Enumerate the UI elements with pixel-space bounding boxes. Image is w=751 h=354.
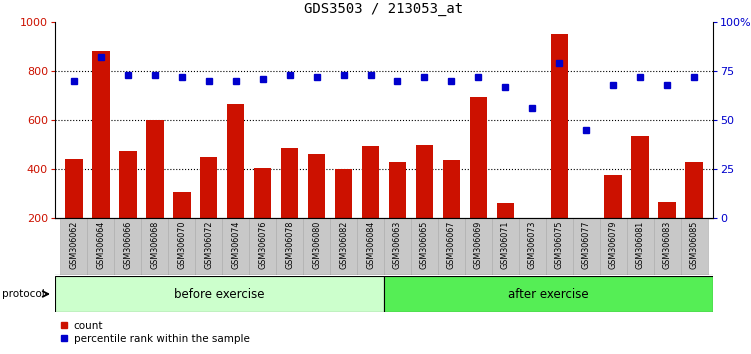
Bar <box>55 276 384 312</box>
Bar <box>442 160 460 267</box>
Bar <box>195 218 222 275</box>
Bar <box>550 34 568 267</box>
Text: GSM306068: GSM306068 <box>150 221 159 269</box>
Bar <box>416 144 433 267</box>
Bar <box>141 218 168 275</box>
Text: GSM306083: GSM306083 <box>662 221 671 269</box>
Bar <box>281 148 298 267</box>
Bar <box>653 218 680 275</box>
Text: GSM306062: GSM306062 <box>69 221 78 269</box>
Bar <box>308 154 325 267</box>
Bar <box>222 218 249 275</box>
Bar <box>114 218 141 275</box>
Bar <box>249 218 276 275</box>
Bar <box>626 218 653 275</box>
Text: GSM306077: GSM306077 <box>582 221 591 269</box>
Legend: count, percentile rank within the sample: count, percentile rank within the sample <box>60 321 249 344</box>
Bar <box>65 159 83 267</box>
Bar <box>523 229 541 267</box>
Bar <box>573 218 600 275</box>
Bar <box>411 218 438 275</box>
Bar <box>330 218 357 275</box>
Text: GDS3503 / 213053_at: GDS3503 / 213053_at <box>304 2 463 16</box>
Bar <box>496 203 514 267</box>
Bar <box>578 228 595 267</box>
Bar <box>254 168 271 267</box>
Bar <box>546 218 573 275</box>
Text: GSM306072: GSM306072 <box>204 221 213 269</box>
Text: GSM306066: GSM306066 <box>123 221 132 269</box>
Text: GSM306071: GSM306071 <box>501 221 510 269</box>
Bar <box>659 202 676 267</box>
Bar <box>686 162 703 267</box>
Text: GSM306074: GSM306074 <box>231 221 240 269</box>
Bar <box>600 218 626 275</box>
Text: GSM306064: GSM306064 <box>96 221 105 269</box>
Bar <box>469 97 487 267</box>
Bar <box>465 218 492 275</box>
Bar <box>519 218 546 275</box>
Text: after exercise: after exercise <box>508 287 589 301</box>
Bar <box>605 175 622 267</box>
Bar <box>227 104 244 267</box>
Text: GSM306084: GSM306084 <box>366 221 375 269</box>
Text: GSM306075: GSM306075 <box>555 221 564 269</box>
Text: GSM306078: GSM306078 <box>285 221 294 269</box>
Text: GSM306067: GSM306067 <box>447 221 456 269</box>
Bar <box>357 218 384 275</box>
Text: before exercise: before exercise <box>174 287 265 301</box>
Text: GSM306080: GSM306080 <box>312 221 321 269</box>
Bar <box>92 51 110 267</box>
Bar <box>492 218 519 275</box>
Bar <box>276 218 303 275</box>
Text: GSM306085: GSM306085 <box>689 221 698 269</box>
Bar <box>384 276 713 312</box>
Bar <box>119 150 137 267</box>
Bar <box>173 192 191 267</box>
Bar <box>303 218 330 275</box>
Bar <box>680 218 707 275</box>
Bar <box>335 169 352 267</box>
Text: GSM306070: GSM306070 <box>177 221 186 269</box>
Text: GSM306073: GSM306073 <box>528 221 537 269</box>
Text: protocol: protocol <box>2 289 45 299</box>
Text: GSM306079: GSM306079 <box>609 221 618 269</box>
Text: GSM306065: GSM306065 <box>420 221 429 269</box>
Bar <box>60 218 87 275</box>
Text: GSM306069: GSM306069 <box>474 221 483 269</box>
Text: GSM306076: GSM306076 <box>258 221 267 269</box>
Bar <box>362 146 379 267</box>
Bar <box>200 157 218 267</box>
Bar <box>438 218 465 275</box>
Bar <box>389 162 406 267</box>
Bar <box>384 218 411 275</box>
Text: GSM306082: GSM306082 <box>339 221 348 269</box>
Bar <box>146 120 164 267</box>
Text: GSM306063: GSM306063 <box>393 221 402 269</box>
Bar <box>632 136 649 267</box>
Text: GSM306081: GSM306081 <box>635 221 644 269</box>
Bar <box>168 218 195 275</box>
Bar <box>87 218 114 275</box>
